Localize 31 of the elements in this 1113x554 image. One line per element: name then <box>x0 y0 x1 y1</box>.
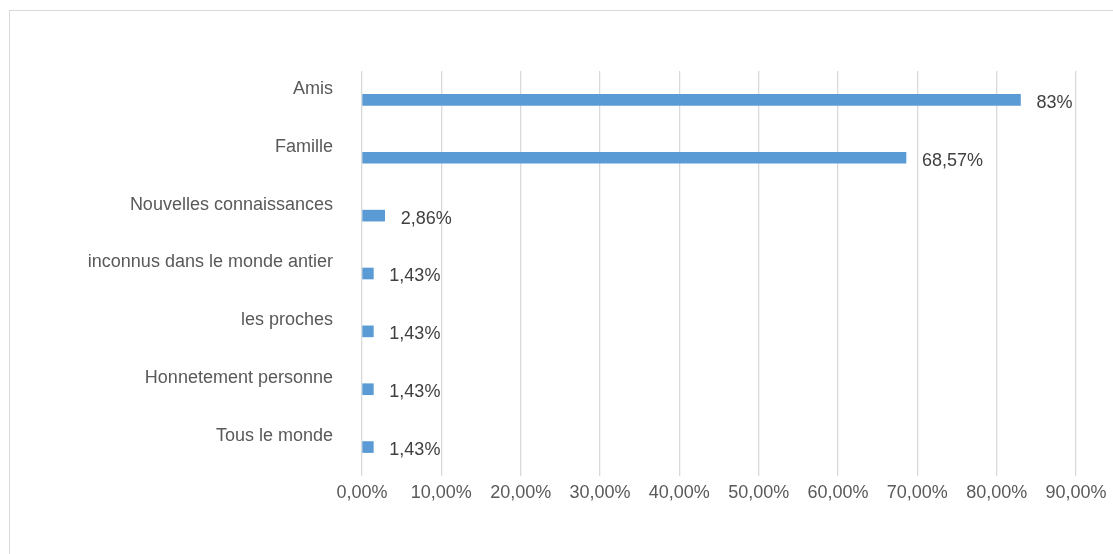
data-label: 1,43% <box>389 265 441 286</box>
data-label: 1,43% <box>389 323 441 344</box>
bar <box>362 441 374 453</box>
x-tick-label: 60,00% <box>807 481 869 502</box>
data-label: 1,43% <box>389 381 441 402</box>
y-tick-label: Nouvelles connaissances <box>129 193 333 214</box>
y-tick-label: Tous le monde <box>215 425 333 446</box>
bar <box>362 383 374 396</box>
bar <box>362 94 1021 106</box>
y-tick-label: Honnetement personne <box>144 367 333 388</box>
x-tick-label: 70,00% <box>886 481 948 502</box>
x-tick-label: 80,00% <box>966 481 1028 502</box>
x-tick-label: 50,00% <box>728 481 790 502</box>
y-tick-label: inconnus dans le monde antier <box>87 251 333 272</box>
data-label: 1,43% <box>389 439 441 460</box>
bar <box>362 151 907 164</box>
data-label: 68,57% <box>921 149 984 170</box>
x-tick-label: 40,00% <box>648 481 710 502</box>
bar <box>362 325 374 338</box>
y-tick-label: les proches <box>240 309 333 330</box>
data-label: 2,86% <box>400 207 452 228</box>
x-tick-label: 10,00% <box>410 481 472 502</box>
x-tick-label: 20,00% <box>490 481 552 502</box>
y-tick-label: Famille <box>274 135 333 156</box>
bar <box>362 209 386 222</box>
x-tick-label: 30,00% <box>569 481 631 502</box>
data-label: 83% <box>1036 91 1073 112</box>
x-tick-label: 90,00% <box>1045 481 1107 502</box>
x-tick-label: 0,00% <box>336 481 388 502</box>
bar <box>362 267 374 280</box>
y-tick-label: Amis <box>293 77 333 98</box>
